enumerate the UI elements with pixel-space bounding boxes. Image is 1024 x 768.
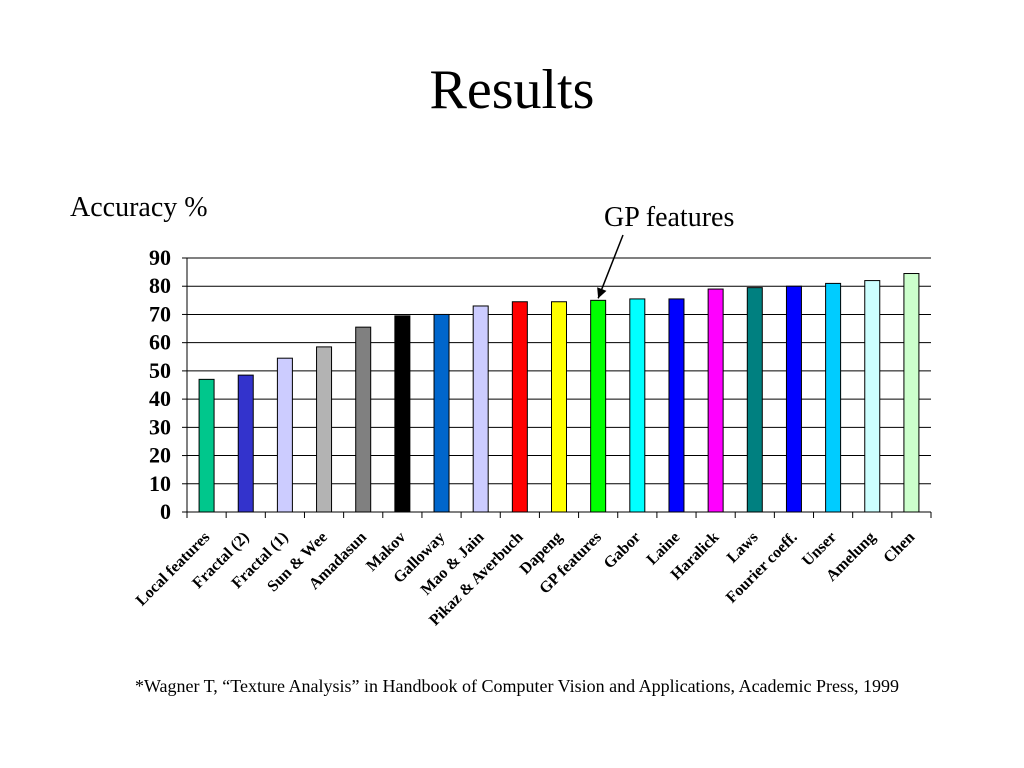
y-tick-label: 10: [149, 471, 171, 496]
bar: [707, 288, 724, 513]
y-tick-label: 70: [149, 301, 171, 326]
bar: [472, 305, 489, 513]
y-tick-label: 80: [149, 273, 171, 298]
y-tick-label: 30: [149, 414, 171, 439]
bar: [511, 301, 528, 513]
y-tick-label: 60: [149, 330, 171, 355]
y-tick-label: 40: [149, 386, 171, 411]
bar: [785, 285, 802, 513]
annotation-label: GP features: [604, 202, 735, 233]
y-tick-label: 50: [149, 358, 171, 383]
y-tick-label: 90: [149, 245, 171, 270]
bar: [394, 315, 411, 513]
bar: [237, 374, 254, 513]
bar: [590, 299, 607, 513]
slide-title: Results: [429, 59, 595, 121]
y-tick-label: 0: [160, 499, 171, 524]
annotation-arrowhead: [597, 287, 607, 299]
y-axis-label: Accuracy %: [70, 192, 208, 223]
bar: [433, 313, 450, 513]
x-tick-label: Gabor: [601, 529, 644, 572]
bar: [629, 298, 646, 513]
bar: [864, 280, 881, 513]
bar: [668, 298, 685, 513]
bar: [276, 357, 293, 513]
annotation-arrow: [597, 234, 624, 299]
x-tick-label: Chen: [880, 529, 918, 567]
bar: [355, 326, 372, 513]
bar: [903, 273, 920, 513]
bar: [551, 301, 567, 513]
y-tick-label: 20: [149, 443, 171, 468]
footnote: *Wagner T, “Texture Analysis” in Handboo…: [134, 676, 900, 696]
x-tick-label: Fourier coeff.: [723, 529, 801, 607]
bar: [198, 378, 215, 513]
bar: [825, 282, 842, 513]
bar: [316, 346, 333, 513]
bar: [746, 287, 763, 513]
